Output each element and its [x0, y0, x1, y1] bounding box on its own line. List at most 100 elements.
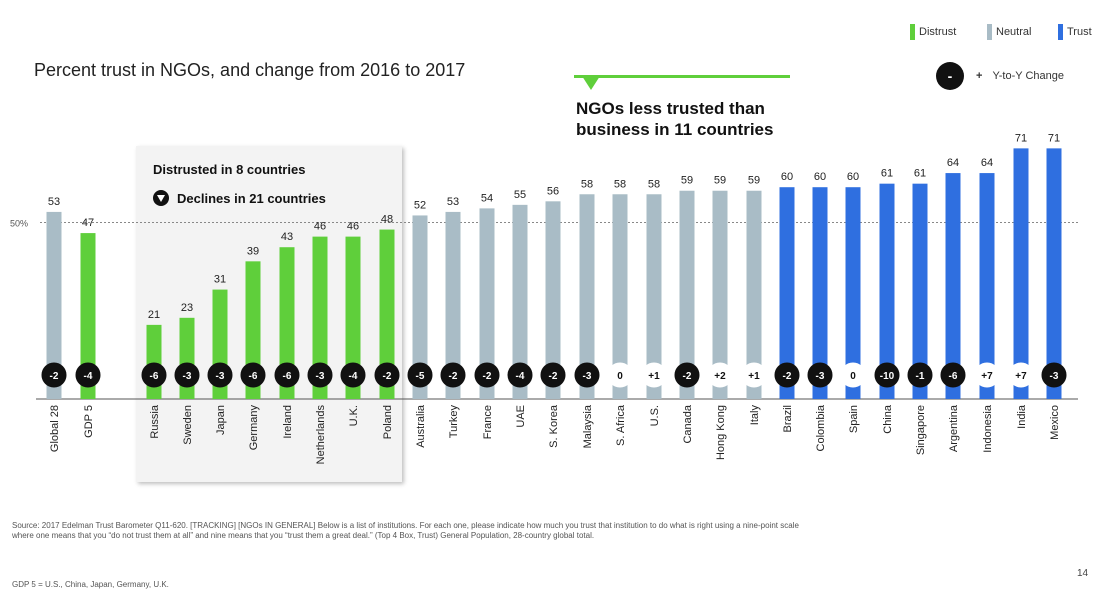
- value-label: 60: [781, 171, 793, 183]
- category-label: Germany: [248, 405, 260, 451]
- value-label: 59: [714, 175, 726, 187]
- bar-u-k-: [345, 236, 361, 399]
- legend-trust-swatch: [1058, 24, 1063, 40]
- bar-s-korea: [545, 201, 561, 399]
- callout-text: NGOs less trusted than business in 11 co…: [576, 98, 773, 140]
- yoy-change-label: -3: [316, 371, 325, 382]
- value-label: 46: [314, 221, 326, 233]
- page-number: 14: [1077, 568, 1089, 579]
- category-label: Hong Kong: [715, 405, 727, 460]
- bar-indonesia: [979, 173, 995, 399]
- value-label: 43: [281, 231, 293, 243]
- distrusted-count-label: Distrusted in 8 countries: [153, 162, 306, 177]
- bar-hong-kong: [712, 190, 728, 399]
- yoy-change-dot: [807, 362, 833, 388]
- value-label: 56: [547, 185, 559, 197]
- callout-line: [574, 75, 790, 78]
- category-label: Turkey: [448, 405, 460, 439]
- yoy-change-label: +2: [714, 371, 726, 382]
- bar-france: [479, 208, 495, 399]
- legend-distrust-swatch: [910, 24, 915, 40]
- yoy-change-dot: [274, 362, 300, 388]
- legend-distrust-label: Distrust: [919, 26, 957, 38]
- yoy-change-dot: [75, 362, 101, 388]
- yoy-change-label: -2: [383, 371, 392, 382]
- value-label: 23: [181, 302, 193, 314]
- value-label: 55: [514, 189, 526, 201]
- value-label: 46: [347, 221, 359, 233]
- yoy-change-label: 0: [617, 371, 623, 382]
- yoy-change-label: -6: [249, 371, 258, 382]
- value-label: 58: [581, 178, 593, 190]
- reference-line-label: 50%: [10, 219, 28, 229]
- yoy-change-dot: [674, 362, 700, 388]
- category-label: Colombia: [815, 404, 827, 451]
- bar-australia: [412, 215, 428, 399]
- yoy-change-dot: [474, 362, 500, 388]
- yoy-legend: - + Y-to-Y Change: [936, 62, 1064, 90]
- yoy-change-label: -5: [416, 371, 425, 382]
- yoy-legend-label: Y-to-Y Change: [992, 70, 1064, 82]
- bar-uae: [512, 204, 528, 399]
- yoy-change-label: 0: [850, 371, 856, 382]
- category-label: Netherlands: [315, 405, 327, 465]
- value-label: 54: [481, 192, 493, 204]
- bar-s-africa: [612, 194, 628, 399]
- legend-neutral: Neutral: [987, 24, 1031, 40]
- yoy-change-label: +1: [648, 371, 660, 382]
- yoy-change-label: -3: [216, 371, 225, 382]
- category-label: France: [482, 405, 494, 439]
- value-label: 59: [748, 175, 760, 187]
- value-label: 58: [614, 178, 626, 190]
- value-label: 60: [814, 171, 826, 183]
- yoy-change-label: -1: [916, 371, 925, 382]
- yoy-change-dot: [774, 362, 800, 388]
- yoy-change-dot: [641, 362, 667, 388]
- value-label: 71: [1048, 132, 1060, 144]
- bar-netherlands: [312, 236, 328, 399]
- yoy-change-label: +1: [748, 371, 760, 382]
- yoy-change-label: -3: [183, 371, 192, 382]
- yoy-change-label: -2: [549, 371, 558, 382]
- bar-u-s-: [646, 194, 662, 399]
- yoy-change-label: -2: [449, 371, 458, 382]
- yoy-change-dot: [307, 362, 333, 388]
- category-label: China: [882, 404, 894, 434]
- source-footnote: Source: 2017 Edelman Trust Barometer Q11…: [12, 521, 799, 540]
- bar-mexico: [1046, 148, 1062, 399]
- category-label: S. Korea: [548, 404, 560, 448]
- bar-russia: [146, 324, 162, 399]
- legend-distrust: Distrust: [910, 24, 956, 40]
- yoy-change-label: -2: [483, 371, 492, 382]
- category-label: Argentina: [948, 404, 960, 452]
- yoy-change-dot: [440, 362, 466, 388]
- yoy-change-label: -6: [949, 371, 958, 382]
- yoy-change-label: -10: [880, 371, 895, 382]
- callout-line1: NGOs less trusted than: [576, 99, 765, 118]
- yoy-legend-dot: -: [936, 62, 964, 90]
- category-label: Malaysia: [582, 404, 594, 448]
- category-label: UAE: [515, 405, 527, 428]
- category-label: India: [1016, 404, 1028, 429]
- yoy-change-dot: [874, 362, 900, 388]
- legend-trust: Trust: [1058, 24, 1092, 40]
- yoy-legend-plus: +: [976, 70, 983, 82]
- legend-trust-label: Trust: [1067, 26, 1092, 38]
- yoy-change-label: +7: [1015, 371, 1027, 382]
- value-label: 61: [881, 168, 893, 180]
- value-label: 60: [847, 171, 859, 183]
- value-label: 53: [48, 196, 60, 208]
- yoy-change-label: -2: [50, 371, 59, 382]
- bar-ireland: [279, 247, 295, 399]
- yoy-change-label: -4: [349, 371, 358, 382]
- category-label: U.K.: [348, 405, 360, 426]
- yoy-change-dot: [840, 362, 866, 388]
- value-label: 39: [247, 245, 259, 257]
- yoy-change-label: +7: [981, 371, 993, 382]
- declines-count-text: Declines in 21 countries: [177, 190, 326, 206]
- bar-spain: [845, 187, 861, 399]
- yoy-change-label: -2: [783, 371, 792, 382]
- yoy-change-dot: [707, 362, 733, 388]
- yoy-change-label: -3: [816, 371, 825, 382]
